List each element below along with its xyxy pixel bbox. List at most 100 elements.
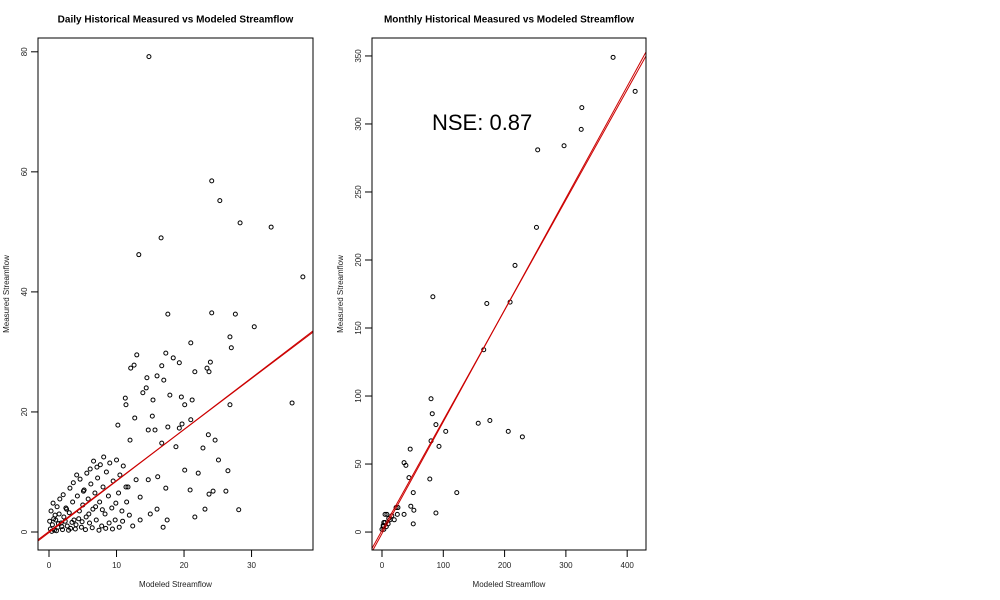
- point: [176, 425, 182, 431]
- point: [436, 443, 442, 449]
- point: [189, 397, 195, 403]
- x-axis-label: Modeled Streamflow: [473, 580, 546, 589]
- point: [91, 458, 97, 464]
- point: [99, 523, 105, 529]
- point: [114, 457, 120, 463]
- x-tick-label: 0: [47, 561, 52, 570]
- plot-area: [372, 51, 646, 550]
- x-tick-label: 30: [247, 561, 256, 570]
- point: [124, 499, 130, 505]
- point: [163, 350, 169, 356]
- x-tick-label: 100: [437, 561, 451, 570]
- point: [133, 477, 139, 483]
- point: [519, 434, 525, 440]
- point: [87, 520, 93, 526]
- point: [167, 392, 173, 398]
- point: [113, 500, 119, 506]
- point: [161, 377, 167, 383]
- point: [411, 507, 417, 513]
- point: [408, 503, 414, 509]
- point: [391, 517, 397, 523]
- point: [165, 311, 171, 317]
- point: [134, 352, 140, 358]
- point: [56, 511, 62, 517]
- point: [140, 390, 146, 396]
- point: [212, 437, 218, 443]
- point: [228, 345, 234, 351]
- point: [69, 519, 75, 525]
- point: [74, 493, 80, 499]
- y-axis-label: Measured Streamflow: [336, 255, 345, 333]
- point: [427, 476, 433, 482]
- point: [95, 475, 101, 481]
- point: [127, 437, 133, 443]
- point: [147, 511, 153, 517]
- point: [70, 499, 76, 505]
- point: [125, 484, 131, 490]
- point: [289, 400, 295, 406]
- point: [403, 462, 409, 468]
- point: [64, 523, 70, 529]
- point: [429, 411, 435, 417]
- point: [83, 514, 89, 520]
- point: [126, 512, 132, 518]
- point: [117, 472, 123, 478]
- point: [96, 527, 102, 533]
- point: [137, 517, 143, 523]
- point: [131, 362, 137, 368]
- point: [116, 524, 122, 530]
- point: [50, 500, 56, 506]
- point: [64, 506, 70, 512]
- point: [237, 220, 243, 226]
- annotation: NSE: 0.87: [432, 110, 532, 135]
- x-tick-label: 400: [621, 561, 635, 570]
- point: [227, 334, 233, 340]
- point: [195, 470, 201, 476]
- point: [215, 457, 221, 463]
- plot-area: [38, 54, 313, 542]
- point: [535, 147, 541, 153]
- point: [61, 514, 67, 520]
- point: [87, 466, 93, 472]
- point: [401, 511, 407, 517]
- x-tick-label: 10: [112, 561, 121, 570]
- point: [206, 369, 212, 375]
- point: [120, 463, 126, 469]
- point: [109, 526, 115, 532]
- point: [94, 464, 100, 470]
- point: [209, 178, 215, 184]
- point: [97, 499, 103, 505]
- x-tick-label: 20: [180, 561, 189, 570]
- point: [120, 518, 126, 524]
- point: [164, 517, 170, 523]
- point: [428, 396, 434, 402]
- point: [144, 375, 150, 381]
- point: [454, 490, 460, 496]
- point: [84, 470, 90, 476]
- point: [149, 413, 155, 419]
- point: [107, 460, 113, 466]
- point: [101, 454, 107, 460]
- point: [384, 511, 390, 517]
- point: [123, 484, 129, 490]
- point: [484, 301, 490, 307]
- point: [59, 524, 65, 530]
- point: [106, 520, 112, 526]
- point: [54, 504, 60, 510]
- point: [143, 385, 149, 391]
- point: [47, 518, 53, 524]
- point: [76, 516, 82, 522]
- point: [475, 420, 481, 426]
- point: [512, 262, 518, 268]
- y-tick-label: 200: [354, 253, 363, 267]
- point: [77, 476, 83, 482]
- x-axis-label: Modeled Streamflow: [139, 580, 212, 589]
- point: [394, 511, 400, 517]
- point: [85, 496, 91, 502]
- point: [178, 394, 184, 400]
- point: [128, 365, 134, 371]
- y-tick-label: 300: [354, 117, 363, 131]
- point: [209, 310, 215, 316]
- y-tick-label: 40: [20, 287, 29, 296]
